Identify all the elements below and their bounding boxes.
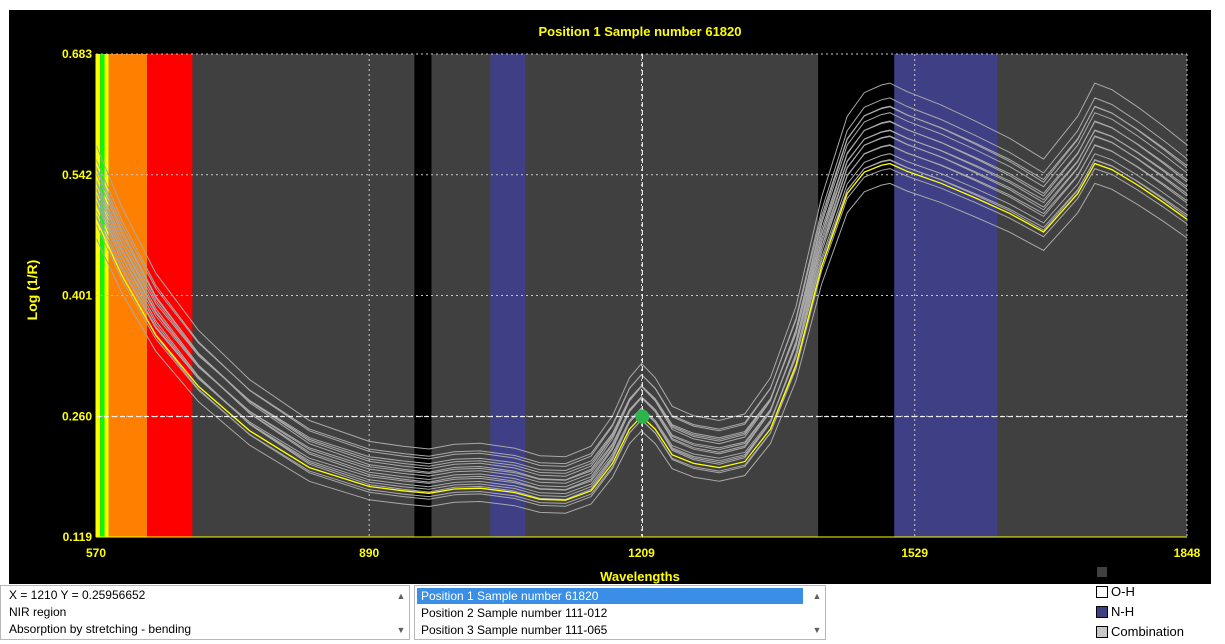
spectrum-line: [95, 105, 1188, 481]
legend-label: Combination: [1111, 624, 1184, 639]
region-description: Absorption by stretching - bending: [9, 622, 192, 636]
legend-swatch-oh: [1096, 586, 1108, 598]
sample-list[interactable]: Position 1 Sample number 61820 Position …: [414, 585, 826, 640]
axes: 0.683 0.542 0.401 0.260 0.119 570 890 1209 1529 1…: [62, 47, 1201, 560]
y-tick-label: 0.119: [63, 530, 93, 544]
spectra-lines: [95, 82, 1188, 514]
selected-spectrum: [95, 162, 1188, 501]
legend-label: N-H: [1111, 604, 1135, 619]
legend-swatch-overtone: [1096, 566, 1108, 578]
spectrum-chart[interactable]: 0.683 0.542 0.401 0.260 0.119 570 890 1209 1529 1…: [9, 10, 1211, 584]
spectrum-line: [95, 97, 1188, 467]
y-axis-label: Log (1/R): [24, 260, 40, 321]
spectrum-line: [95, 106, 1188, 465]
spectrum-line: [95, 158, 1188, 507]
scroll-down-icon[interactable]: ▼: [812, 625, 822, 635]
legend-swatch-nh: [1096, 606, 1108, 618]
list-scrollbar[interactable]: ▲ ▼: [809, 586, 825, 639]
spectrum-line: [95, 144, 1188, 481]
band-region: [147, 54, 193, 537]
spectrum-line: [95, 159, 1188, 491]
cursor-coordinates: X = 1210 Y = 0.25956652: [9, 588, 146, 602]
spectrum-line: [95, 135, 1188, 484]
x-tick-label: 890: [359, 546, 379, 560]
sample-list-item-1[interactable]: Position 1 Sample number 61820: [417, 588, 803, 604]
y-tick-label: 0.542: [62, 168, 92, 182]
chart-title: Position 1 Sample number 61820: [538, 24, 741, 39]
y-tick-label: 0.401: [62, 289, 92, 303]
band-region: [96, 54, 101, 537]
region-name: NIR region: [9, 605, 67, 619]
x-tick-label: 1848: [1174, 546, 1201, 560]
x-tick-label: 1529: [901, 546, 928, 560]
sample-list-item-2[interactable]: Position 2 Sample number 111-012: [421, 606, 608, 620]
spectrum-line: [95, 129, 1188, 472]
legend-item-overtone: Overtone: [1096, 564, 1164, 582]
spectrum-line: [95, 120, 1188, 491]
spectrum-line: [95, 82, 1188, 458]
legend: Overtone O-H N-H Combination: [1096, 564, 1225, 644]
spectrum-line: [95, 167, 1188, 504]
scroll-down-icon[interactable]: ▼: [396, 625, 406, 635]
legend-item-oh: O-H: [1096, 584, 1135, 602]
legend-item-nh: N-H: [1096, 604, 1134, 622]
x-tick-label: 1209: [628, 546, 655, 560]
spectrum-line: [95, 182, 1188, 514]
x-axis-label: Wavelengths: [600, 569, 680, 584]
info-box: X = 1210 Y = 0.25956652 NIR region Absor…: [0, 585, 410, 640]
spectrum-line: [95, 112, 1188, 477]
cursor: [96, 54, 1187, 537]
spectrum-line: [95, 129, 1188, 488]
legend-item-combination: Combination: [1096, 624, 1184, 642]
spectrum-line: [95, 121, 1188, 474]
y-tick-label: 0.683: [62, 47, 92, 61]
spectrum-line: [95, 144, 1188, 498]
selected-spectrum-line: [95, 162, 1188, 501]
legend-label: O-H: [1111, 584, 1135, 599]
info-scrollbar[interactable]: ▲ ▼: [393, 586, 409, 639]
cursor-marker: [635, 409, 650, 424]
legend-label: Overtone: [1111, 564, 1165, 579]
status-panel: X = 1210 Y = 0.25956652 NIR region Absor…: [0, 564, 1225, 641]
y-tick-label: 0.260: [62, 409, 92, 423]
x-tick-label: 570: [86, 546, 106, 560]
scroll-up-icon[interactable]: ▲: [396, 591, 406, 601]
legend-swatch-combination: [1096, 626, 1108, 638]
spectrum-line: [95, 153, 1188, 495]
spectrum-line: [95, 135, 1188, 500]
scroll-up-icon[interactable]: ▲: [812, 591, 822, 601]
spectrum-chart-window[interactable]: 0.683 0.542 0.401 0.260 0.119 570 890 1209 1529 1…: [9, 10, 1211, 584]
sample-list-item-3[interactable]: Position 3 Sample number 111-065: [421, 623, 608, 637]
